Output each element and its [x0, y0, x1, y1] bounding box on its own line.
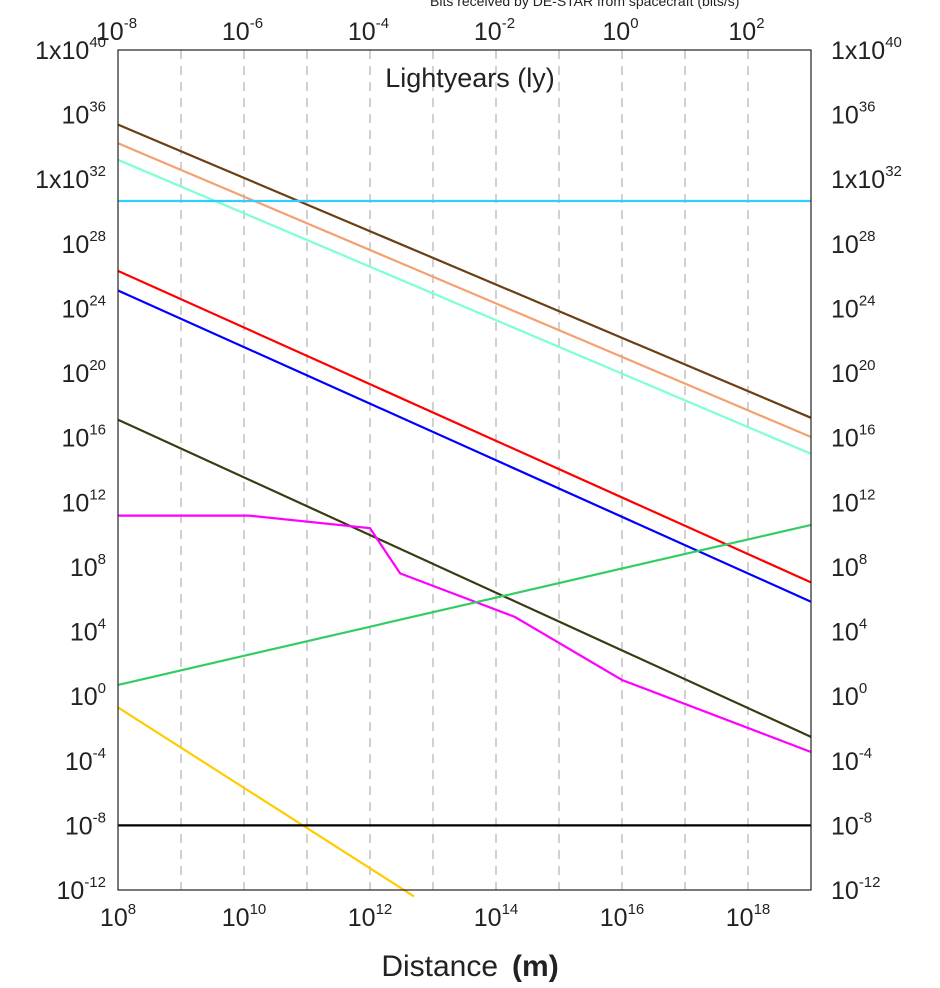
series-line [117, 706, 415, 898]
series-line [117, 523, 812, 686]
y-tick-label-left: 10-4 [65, 745, 106, 776]
top-x-tick-label: 10-4 [348, 15, 389, 46]
x-tick-label: 1016 [600, 901, 645, 932]
y-tick-label-left: 10-8 [65, 809, 106, 840]
plot-frame [117, 49, 812, 891]
y-tick-label-right: 1x1032 [831, 163, 902, 194]
x-axis-label: Distance [381, 950, 498, 983]
series-line [117, 142, 812, 439]
y-tick-label-right: 1016 [831, 422, 876, 453]
series-line [117, 158, 812, 455]
y-tick-label-left: 1020 [62, 357, 107, 388]
grid-lines [180, 50, 749, 890]
series-line [117, 418, 812, 738]
y-tick-label-left: 1x1040 [35, 34, 106, 65]
y-tick-label-left: 1012 [62, 486, 107, 517]
top-x-tick-label: 102 [728, 15, 764, 46]
x-axis-bottom: 108 1010 1012 1014 1016 1018 [100, 901, 770, 932]
y-tick-label-right: 10-8 [831, 809, 872, 840]
top-x-tick-label: 10-2 [474, 15, 515, 46]
x-tick-label: 108 [100, 901, 136, 932]
x-axis-top: 10-8 10-6 10-4 10-2 100 102 [96, 15, 765, 46]
y-tick-label-right: 10-12 [831, 874, 881, 905]
x-axis-unit: (m) [512, 950, 559, 983]
y-tick-label-right: 104 [831, 616, 867, 647]
y-tick-label-right: 1x1040 [831, 34, 902, 65]
y-tick-label-right: 100 [831, 680, 867, 711]
y-tick-label-left: 108 [70, 551, 106, 582]
top-x-tick-label: 10-6 [222, 15, 263, 46]
y-axis-left: 1x1040 1036 1x1032 1028 1024 1020 1016 1012 108 1… [35, 34, 106, 905]
series-lines [117, 123, 812, 898]
y-tick-label-left: 1x1032 [35, 163, 106, 194]
y-tick-label-left: 1024 [62, 292, 107, 323]
secondary-axis-title: Lightyears (ly) [385, 63, 555, 93]
x-tick-label: 1012 [348, 901, 393, 932]
y-tick-label-right: 10-4 [831, 745, 872, 776]
x-tick-label: 1010 [222, 901, 267, 932]
series-line [117, 269, 812, 584]
y-tick-label-right: 1012 [831, 486, 876, 517]
top-x-tick-label: 100 [602, 15, 638, 46]
y-tick-label-left: 104 [70, 616, 106, 647]
y-tick-label-right: 108 [831, 551, 867, 582]
y-tick-label-left: 10-12 [57, 874, 107, 905]
x-tick-label: 1014 [474, 901, 519, 932]
x-axis-title: Distance (m) [381, 950, 558, 983]
y-tick-label-left: 100 [70, 680, 106, 711]
series-line [118, 514, 812, 754]
x-tick-label: 1018 [726, 901, 771, 932]
y-tick-label-right: 1024 [831, 292, 876, 323]
y-tick-label-right: 1036 [831, 99, 876, 130]
y-tick-label-left: 1016 [62, 422, 107, 453]
series-line [117, 123, 812, 419]
y-axis-right: 1x1040 1036 1x1032 1028 1024 1020 1016 1012 108 1… [831, 34, 902, 905]
top-x-tick-label: 10-8 [96, 15, 137, 46]
y-tick-label-right: 1020 [831, 357, 876, 388]
y-tick-label-left: 1036 [62, 99, 107, 130]
y-tick-label-right: 1028 [831, 228, 876, 259]
top-note: Bits received by DE-STAR from spacecraft… [430, 0, 739, 9]
y-tick-label-left: 1028 [62, 228, 107, 259]
series-line [117, 289, 812, 603]
